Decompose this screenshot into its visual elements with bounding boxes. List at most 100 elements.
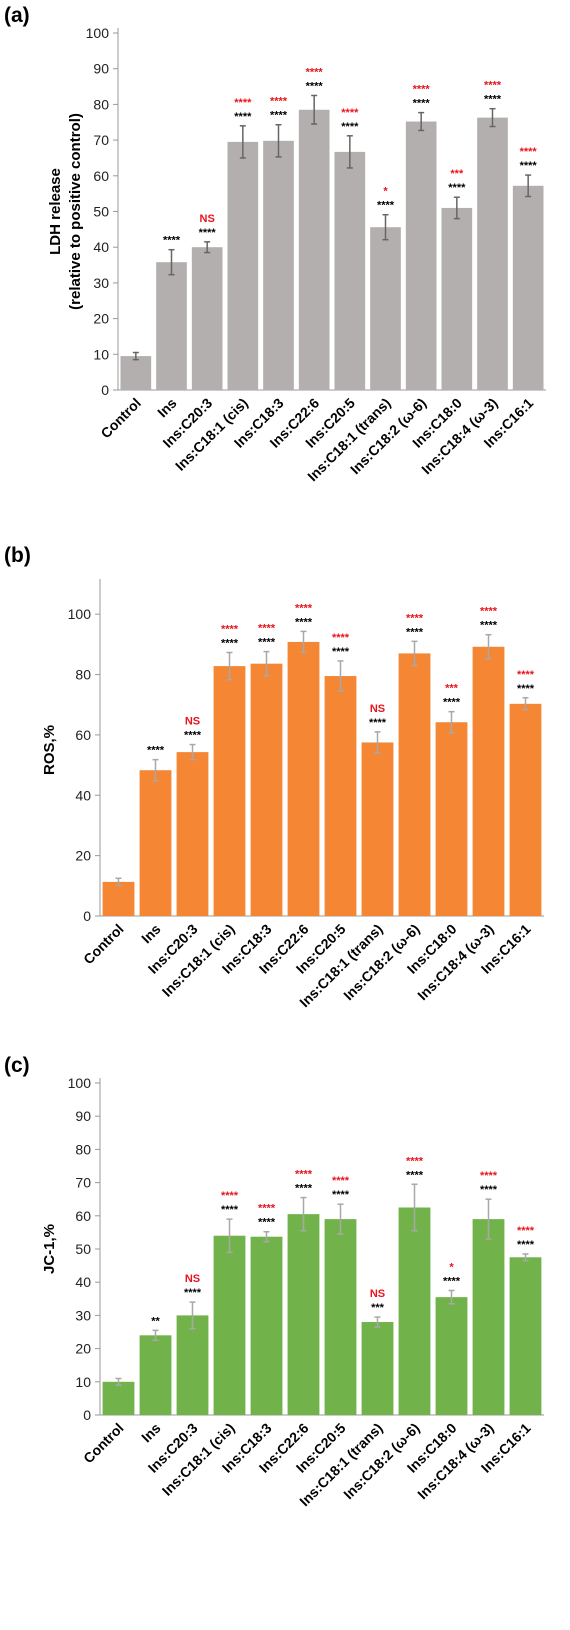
- bar: [139, 1335, 172, 1415]
- bar: [250, 1236, 283, 1415]
- significance-red: NS: [185, 716, 200, 728]
- panel-label-c: (c): [4, 1054, 30, 1077]
- y-axis-label: LDH release: [47, 168, 64, 255]
- bar: [509, 703, 542, 916]
- significance-black: ****: [443, 1276, 461, 1288]
- significance-red: ****: [221, 1190, 239, 1202]
- bar: [156, 262, 187, 390]
- significance-black: ****: [147, 745, 165, 757]
- significance-red: ****: [234, 97, 252, 109]
- panel-label-a: (a): [4, 4, 30, 27]
- significance-red: ****: [520, 146, 538, 158]
- bar: [250, 663, 283, 916]
- significance-black: ****: [184, 730, 202, 742]
- bar: [191, 247, 223, 390]
- bar: [324, 676, 357, 916]
- y-tick-label: 60: [93, 168, 109, 184]
- category-label: Ins: [138, 1420, 164, 1446]
- significance-red: ****: [270, 96, 288, 108]
- significance-black: ****: [163, 235, 181, 247]
- bar: [102, 1381, 135, 1415]
- significance-red: ****: [332, 1175, 350, 1187]
- y-axis-label: JC-1,%: [41, 1224, 58, 1274]
- bar: [512, 185, 544, 390]
- significance-black: ****: [332, 1189, 350, 1201]
- y-tick-label: 0: [83, 908, 91, 924]
- category-label: Control: [80, 921, 127, 968]
- significance-black: ****: [517, 1239, 535, 1251]
- significance-black: ****: [443, 697, 461, 709]
- significance-red: NS: [200, 213, 215, 225]
- significance-red: ***: [445, 683, 459, 695]
- significance-red: ****: [341, 107, 359, 119]
- significance-black: ****: [295, 616, 313, 628]
- significance-black: ****: [199, 227, 217, 239]
- significance-black: ****: [221, 1204, 239, 1216]
- significance-red: ****: [484, 80, 502, 92]
- bar: [287, 641, 320, 916]
- y-tick-label: 30: [75, 1307, 91, 1323]
- significance-black: ****: [221, 638, 239, 650]
- bar: [405, 121, 437, 390]
- significance-black: ****: [258, 637, 276, 649]
- bar: [213, 1235, 246, 1415]
- y-tick-label: 80: [75, 1141, 91, 1157]
- significance-red: ****: [221, 624, 239, 636]
- significance-black: ****: [480, 620, 498, 632]
- bar: [324, 1219, 357, 1415]
- bar: [435, 722, 468, 916]
- y-axis-label: (relative to positive control): [67, 113, 84, 310]
- significance-black: ****: [413, 98, 431, 110]
- significance-red: NS: [370, 1288, 385, 1300]
- significance-black: ****: [295, 1183, 313, 1195]
- bar: [227, 141, 259, 390]
- y-axis-label: ROS,%: [41, 725, 58, 775]
- y-tick-label: 60: [75, 1208, 91, 1224]
- y-tick-label: 80: [75, 667, 91, 683]
- significance-red: ****: [413, 84, 431, 96]
- chart-c: 0 10 20 30 40 50 60 70 80 90 100 JC-1,% Control ** Ins…: [41, 1075, 544, 1509]
- bar: [361, 742, 394, 916]
- significance-red: NS: [185, 1273, 200, 1285]
- y-tick-label: 100: [86, 25, 110, 41]
- significance-red: ****: [332, 632, 350, 644]
- bar: [213, 666, 246, 916]
- significance-red: ****: [306, 66, 324, 78]
- significance-black: ****: [448, 182, 466, 194]
- significance-red: ****: [406, 612, 424, 624]
- y-tick-label: 40: [75, 787, 91, 803]
- bar: [398, 653, 431, 916]
- significance-red: ****: [258, 1203, 276, 1215]
- significance-black: ****: [306, 80, 324, 92]
- significance-black: ****: [520, 160, 538, 172]
- bar: [287, 1214, 320, 1415]
- significance-black: ****: [341, 121, 359, 133]
- category-label: Ins: [154, 395, 180, 421]
- y-tick-label: 90: [75, 1108, 91, 1124]
- category-label: Control: [80, 1420, 127, 1467]
- y-tick-label: 90: [93, 61, 109, 77]
- y-tick-label: 0: [101, 382, 109, 398]
- y-tick-label: 100: [68, 1075, 92, 1091]
- y-tick-label: 20: [75, 1341, 91, 1357]
- significance-black: ****: [234, 111, 252, 123]
- significance-red: ****: [406, 1155, 424, 1167]
- panel-c: (c) 0 10 20 30 40 50 60 70 80 90 100 JC-1,% Control *…: [0, 1050, 570, 1630]
- significance-black: ****: [406, 1169, 424, 1181]
- bar: [370, 227, 401, 390]
- significance-red: ****: [517, 1225, 535, 1237]
- y-tick-label: 60: [75, 727, 91, 743]
- bar: [334, 151, 366, 390]
- y-tick-label: 100: [68, 606, 92, 622]
- significance-red: *: [383, 186, 388, 198]
- y-tick-label: 70: [75, 1175, 91, 1191]
- y-tick-label: 50: [93, 204, 109, 220]
- bar: [472, 646, 505, 916]
- bar: [102, 881, 135, 916]
- significance-red: ****: [480, 1170, 498, 1182]
- significance-black: ****: [484, 94, 502, 106]
- y-tick-label: 40: [93, 239, 109, 255]
- panel-label-b: (b): [4, 544, 31, 567]
- bar: [398, 1207, 431, 1415]
- significance-red: *: [449, 1262, 454, 1274]
